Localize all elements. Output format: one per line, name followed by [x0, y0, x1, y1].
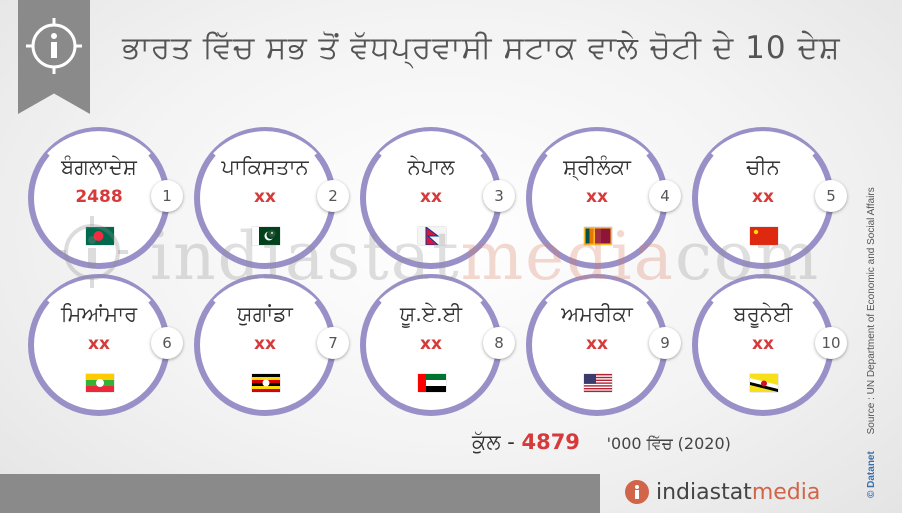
bangladesh-flag-icon [86, 227, 114, 245]
ring-circle [526, 274, 668, 416]
country-value: xx [420, 334, 442, 354]
watermark-info-icon [56, 216, 128, 288]
country-value: xx [88, 334, 110, 354]
country-name: ਪਾਕਿਸਤਾਨ [221, 155, 309, 179]
nepal-flag-icon [418, 227, 446, 245]
info-icon [26, 18, 82, 74]
country-name: ਯੁਗਾਂਡਾ [237, 302, 293, 326]
country-name: ਸ਼੍ਰੀਲੰਕਾ [563, 155, 631, 179]
country-name: ਅਮਰੀਕਾ [561, 302, 633, 326]
info-tab [18, 0, 90, 114]
country-value: xx [586, 187, 608, 207]
myanmar-flag-icon [86, 374, 114, 392]
ring-circle [692, 127, 834, 269]
country-value: xx [752, 334, 774, 354]
country-card-4: ਸ਼੍ਰੀਲੰਕਾ xx 4 [522, 123, 681, 273]
country-value: xx [420, 187, 442, 207]
country-name: ਚੀਨ [746, 155, 780, 179]
country-name: ਬੰਗਲਾਦੇਸ਼ [61, 155, 137, 179]
rank-badge: 8 [483, 327, 515, 359]
rank-badge: 4 [649, 180, 681, 212]
rank-badge: 5 [815, 180, 847, 212]
pakistan-flag-icon [252, 227, 280, 245]
country-card-9: ਅਮਰੀਕਾ xx 9 [522, 270, 681, 420]
rank-badge: 7 [317, 327, 349, 359]
country-name: ਨੇਪਾਲ [407, 155, 455, 179]
country-name: ਯੂ.ਏ.ਈ [399, 302, 463, 326]
total-label: ਕੁੱਲ - [472, 430, 515, 454]
country-card-1: ਬੰਗਲਾਦੇਸ਼ 2488 1 [24, 123, 183, 273]
country-value: xx [752, 187, 774, 207]
country-value: xx [254, 187, 276, 207]
brand-logo: indiastat media [624, 476, 820, 508]
sri-lanka-flag-icon [584, 227, 612, 245]
rank-badge: 2 [317, 180, 349, 212]
source-text: Source : UN Department of Economic and S… [866, 187, 877, 435]
total-value: 4879 [521, 430, 580, 454]
country-value: 2488 [75, 187, 123, 207]
country-card-5: ਚੀਨ xx 5 [688, 123, 847, 273]
country-card-6: ਮਿਆਂਮਾਰ xx 6 [24, 270, 183, 420]
country-name: ਬਰੂਨੇਈ [733, 302, 793, 326]
rank-badge: 3 [483, 180, 515, 212]
country-card-2: ਪਾਕਿਸਤਾਨ xx 2 [190, 123, 349, 273]
rank-badge: 9 [649, 327, 681, 359]
source-note: © Datanet Source : UN Department of Econ… [866, 187, 877, 498]
brand-text-1: indiastat [656, 479, 752, 505]
country-value: xx [586, 334, 608, 354]
bottom-bar [0, 474, 600, 513]
datanet-credit: © Datanet [866, 451, 877, 498]
rank-badge: 1 [151, 180, 183, 212]
brand-text-2: media [751, 479, 821, 505]
uganda-flag-icon [252, 374, 280, 392]
country-card-7: ਯੁਗਾਂਡਾ xx 7 [190, 270, 349, 420]
brunei-flag-icon [750, 374, 778, 392]
country-card-8: ਯੂ.ਏ.ਈ xx 8 [356, 270, 515, 420]
page-title: ਭਾਰਤ ਵਿੱਚ ਸਭ ਤੋਂ ਵੱਧਪ੍ਰਵਾਸੀ ਸਟਾਕ ਵਾਲੇ ਚੋ… [122, 30, 841, 66]
country-card-10: ਬਰੂਨੇਈ xx 10 [688, 270, 847, 420]
country-name: ਮਿਆਂਮਾਰ [60, 302, 138, 326]
country-card-3: ਨੇਪਾਲ xx 3 [356, 123, 515, 273]
china-flag-icon [750, 227, 778, 245]
usa-flag-icon [584, 374, 612, 392]
total-summary: ਕੁੱਲ - 4879 '000 ਵਿੱਚ (2020) [472, 430, 731, 455]
brand-info-icon [625, 480, 649, 504]
unit-label: '000 ਵਿੱਚ (2020) [606, 434, 731, 453]
rank-badge: 10 [815, 327, 847, 359]
uae-flag-icon [418, 374, 446, 392]
ring-circle [526, 127, 668, 269]
country-value: xx [254, 334, 276, 354]
rank-badge: 6 [151, 327, 183, 359]
